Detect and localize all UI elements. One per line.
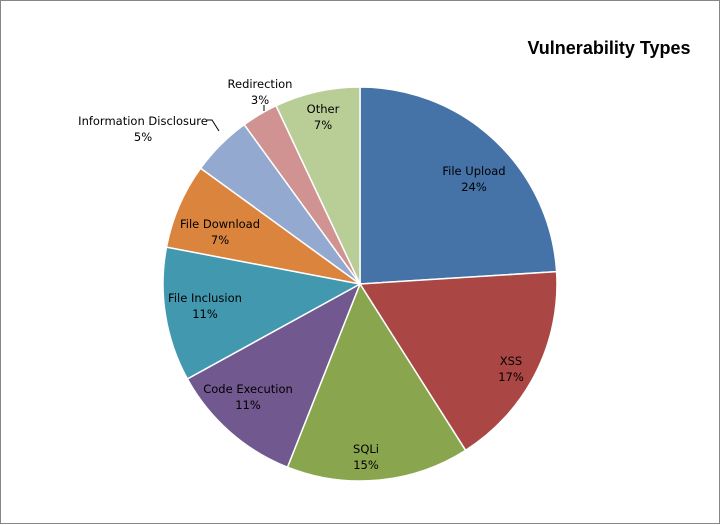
slice-label-percent: 11% xyxy=(192,307,218,321)
slice-label-percent: 7% xyxy=(211,233,229,247)
slice-label-percent: 17% xyxy=(498,370,524,384)
slice-label-name: Other xyxy=(307,102,340,116)
slice-label-name: File Inclusion xyxy=(168,291,242,305)
pie-slice-other xyxy=(275,86,361,285)
slice-label-information-disclosure: Information Disclosure 5% xyxy=(78,114,208,144)
pie-slices xyxy=(162,86,558,482)
chart-title: Vulnerability Types xyxy=(527,38,690,58)
slice-label-percent: 11% xyxy=(235,398,261,412)
slice-labels: File Upload 24% XSS 17% SQLi 15% Code Executio… xyxy=(78,77,524,472)
slice-label-name: Code Execution xyxy=(203,382,293,396)
slice-label-sqli: SQLi 15% xyxy=(353,442,379,472)
slice-label-name: XSS xyxy=(500,354,522,368)
slice-label-file-inclusion: File Inclusion 11% xyxy=(168,291,242,321)
slice-label-name: Redirection xyxy=(228,77,293,91)
slice-label-xss: XSS 17% xyxy=(498,354,524,384)
pie-slice-sqli xyxy=(286,282,467,482)
slice-label-percent: 15% xyxy=(353,458,379,472)
pie-slice-file-inclusion xyxy=(162,246,363,380)
leader-lines xyxy=(207,105,265,132)
slice-label-percent: 24% xyxy=(461,180,487,194)
leader-line-information-disclosure xyxy=(207,119,220,132)
slice-label-percent: 3% xyxy=(251,93,269,107)
pie-slice-file-upload xyxy=(359,86,558,285)
slice-label-name: File Download xyxy=(180,217,260,231)
slice-label-name: SQLi xyxy=(353,442,379,456)
slice-label-file-download: File Download 7% xyxy=(180,217,260,247)
slice-label-other: Other 7% xyxy=(307,102,340,132)
slice-label-name: Information Disclosure xyxy=(78,114,208,128)
slice-label-file-upload: File Upload 24% xyxy=(442,164,505,194)
slice-label-code-execution: Code Execution 11% xyxy=(203,382,293,412)
slice-label-name: File Upload xyxy=(442,164,505,178)
slice-label-percent: 7% xyxy=(314,118,332,132)
slice-label-redirection: Redirection 3% xyxy=(228,77,293,107)
slice-label-percent: 5% xyxy=(134,130,152,144)
pie-slice-code-execution xyxy=(186,282,362,469)
pie-slice-xss xyxy=(358,270,558,452)
